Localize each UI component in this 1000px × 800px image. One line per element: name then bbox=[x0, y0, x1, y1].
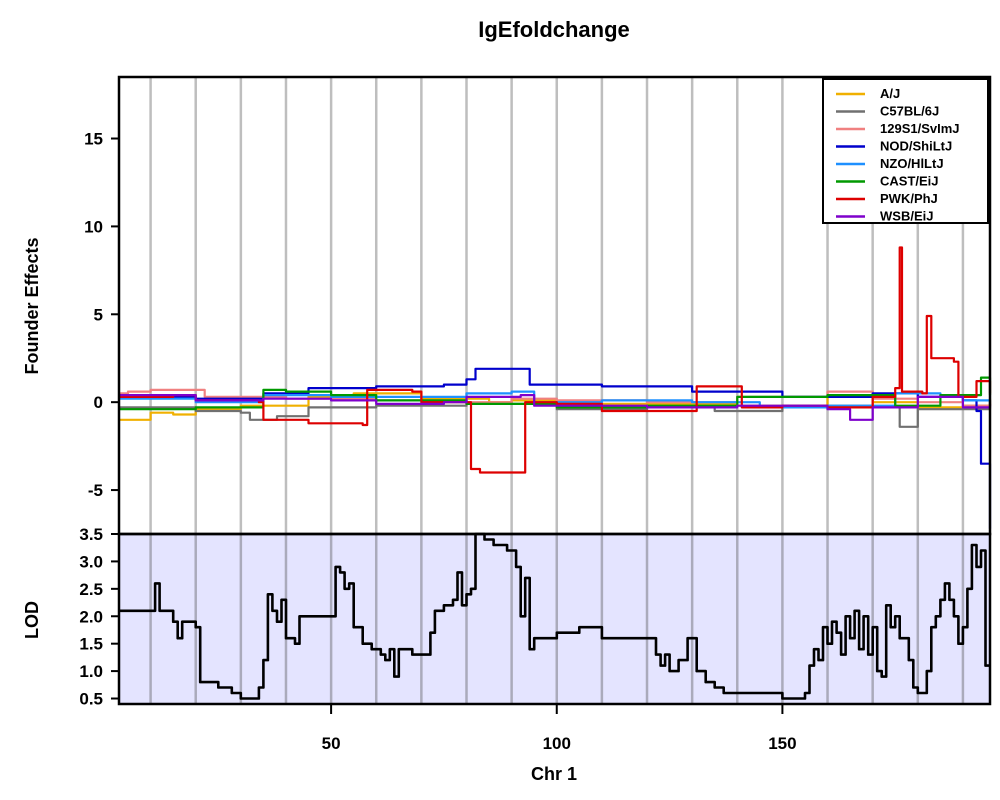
x-axis: 50 100 150 bbox=[322, 704, 797, 753]
x-tick-label: 150 bbox=[768, 734, 796, 753]
legend: A/J C57BL/6J 129S1/SvImJ NOD/ShiLtJ NZO/HlLt… bbox=[822, 78, 989, 224]
y-tick-label: 2.0 bbox=[79, 607, 103, 626]
y-tick-label: 1.0 bbox=[79, 662, 103, 681]
series-line-nzo-hlltj bbox=[119, 390, 992, 409]
y-tick-label: 0 bbox=[94, 393, 103, 412]
y-tick-label: 3.0 bbox=[79, 552, 103, 571]
bottom-panel-frame bbox=[117, 532, 992, 706]
legend-label-c57bl-6j: C57BL/6J bbox=[880, 104, 939, 119]
legend-label-nzo-hlltj: NZO/HlLtJ bbox=[880, 156, 944, 171]
y-tick-label: 5 bbox=[94, 305, 103, 324]
legend-label-pwk-phj: PWK/PhJ bbox=[880, 191, 938, 206]
legend-label-nod-shiltj: NOD/ShiLtJ bbox=[880, 139, 952, 154]
y-tick-label: -5 bbox=[88, 481, 103, 500]
x-tick-label: 50 bbox=[322, 734, 341, 753]
top-y-axis: -5 0 5 10 15 bbox=[84, 130, 119, 500]
series-line-nod-shiltj bbox=[119, 367, 992, 529]
y-tick-label: 3.5 bbox=[79, 525, 103, 544]
chart-title: IgEfoldchange bbox=[478, 17, 630, 42]
bottom-panel-gridlines bbox=[149, 534, 965, 704]
y-tick-label: 1.5 bbox=[79, 635, 103, 654]
series-line-cast-eij bbox=[119, 376, 992, 411]
legend-label-129s1-svimj: 129S1/SvImJ bbox=[880, 121, 960, 136]
y-axis-label-lod: LOD bbox=[22, 601, 42, 639]
y-tick-label: 15 bbox=[84, 130, 103, 149]
legend-label-wsb-eij: WSB/EiJ bbox=[880, 209, 933, 224]
x-tick-label: 100 bbox=[543, 734, 571, 753]
series-line-wsb-eij bbox=[119, 394, 992, 421]
lod-line bbox=[119, 532, 990, 700]
lod-series bbox=[119, 532, 990, 700]
top-panel-gridlines bbox=[149, 77, 965, 534]
x-axis-label: Chr 1 bbox=[531, 764, 577, 784]
y-axis-label-founder-effects: Founder Effects bbox=[22, 237, 42, 374]
y-tick-label: 2.5 bbox=[79, 580, 103, 599]
y-tick-label: 0.5 bbox=[79, 690, 103, 709]
founder-effect-series bbox=[119, 246, 992, 529]
bottom-y-axis: 0.5 1.0 1.5 2.0 2.5 3.0 3.5 bbox=[79, 525, 119, 709]
series-line-pwk-phj bbox=[119, 246, 992, 474]
y-tick-label: 10 bbox=[84, 217, 103, 236]
legend-label-cast-eij: CAST/EiJ bbox=[880, 174, 939, 189]
legend-label-a-j: A/J bbox=[880, 86, 900, 101]
